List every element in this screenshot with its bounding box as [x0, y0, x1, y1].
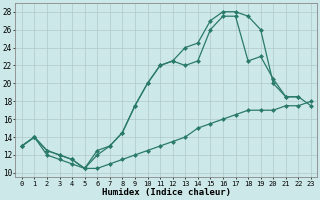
- X-axis label: Humidex (Indice chaleur): Humidex (Indice chaleur): [102, 188, 231, 197]
